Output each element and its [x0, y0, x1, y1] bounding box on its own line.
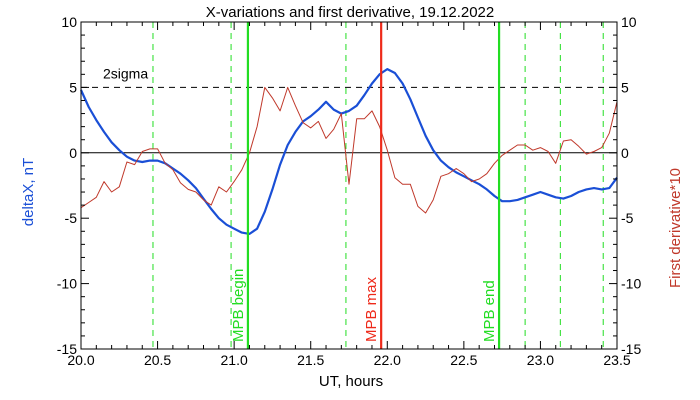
deltax-series-line	[79, 67, 618, 235]
x-axis-title: UT, hours	[319, 373, 383, 390]
y-left-tick-label-0: -15	[57, 341, 77, 357]
x-tick-label-2: 21.0	[221, 352, 248, 368]
x-tick-label-1: 20.5	[144, 352, 171, 368]
y-axis-title-right: First derivative*10	[667, 168, 684, 288]
x-tick-label-6: 23.0	[527, 352, 554, 368]
y-axis-title-left: deltaX, nT	[20, 158, 37, 226]
y-left-tick-label-5: 10	[61, 14, 77, 30]
x-tick-label-4: 22.0	[374, 352, 401, 368]
axes-layer: 20.0 20.5 21.0 21.5 22.0 22.5 23.0 23.5-15 -15-1…	[57, 14, 642, 368]
marker-label-0: MPB begin	[230, 269, 247, 342]
y-right-tick-label-4: 5	[621, 79, 629, 95]
x-tick-label-3: 21.5	[297, 352, 324, 368]
y-right-tick-label-0: -15	[621, 341, 641, 357]
x-tick-label-5: 22.5	[450, 352, 477, 368]
marker-label-2: MPB end	[481, 280, 498, 342]
y-right-tick-label-1: -10	[621, 276, 641, 292]
x-tick-label-0: 20.0	[67, 352, 94, 368]
y-right-tick-label-2: -5	[621, 210, 634, 226]
derivative-series-line	[80, 86, 618, 214]
y-right-tick-label-5: 10	[621, 14, 637, 30]
sigma-label: 2sigma	[103, 65, 148, 81]
chart-title: X-variations and first derivative, 19.12…	[206, 4, 495, 21]
y-left-tick-label-4: 5	[69, 79, 77, 95]
y-left-tick-label-1: -10	[57, 276, 77, 292]
series-layer	[79, 67, 618, 235]
plot-frame	[80, 21, 618, 350]
y-left-tick-label-3: 0	[69, 145, 77, 161]
marker-label-1: MPB max	[363, 276, 380, 342]
marker-layer: MPB begin MPB max MPB end	[230, 22, 501, 349]
x-tick-label-7: 23.5	[603, 352, 630, 368]
reference-lines: 2sigma	[81, 22, 617, 349]
y-right-tick-label-3: 0	[621, 145, 629, 161]
y-left-tick-label-2: -5	[65, 210, 78, 226]
